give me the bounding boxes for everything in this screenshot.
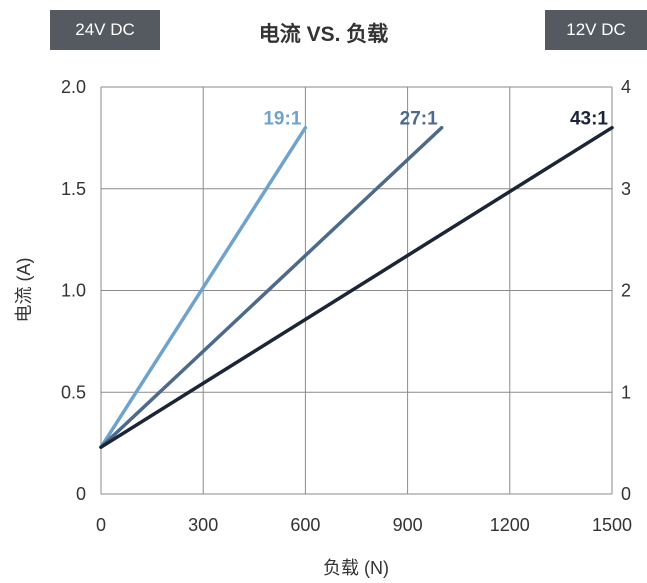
y2-tick-label: 0 xyxy=(621,484,631,504)
y2-tick-label: 4 xyxy=(621,77,631,97)
x-tick-label: 1200 xyxy=(490,515,530,535)
y-tick-label: 1.0 xyxy=(61,281,86,301)
chart-grid xyxy=(100,86,613,495)
y2-tick-label: 2 xyxy=(621,281,631,301)
series-label-27-1: 27:1 xyxy=(400,109,438,130)
voltage-badge-12v: 12V DC xyxy=(545,10,647,50)
series-line-19-1 xyxy=(99,125,308,449)
y2-tick-label: 1 xyxy=(621,382,631,402)
chart-title: 电流 VS. 负载 xyxy=(258,23,389,46)
x-axis-label: 负载 (N) xyxy=(323,558,389,578)
x-tick-label: 900 xyxy=(393,515,423,535)
x-tick-label: 0 xyxy=(96,515,106,535)
x-tick-label: 1500 xyxy=(592,515,632,535)
series-line-27-1 xyxy=(99,125,444,449)
series-label-43-1: 43:1 xyxy=(570,109,608,130)
x-tick-label: 600 xyxy=(290,515,320,535)
series-label-19-1: 19:1 xyxy=(263,109,301,130)
series-line-43-1 xyxy=(99,125,614,449)
y-tick-label: 2.0 xyxy=(61,77,86,97)
series-lines xyxy=(99,125,614,449)
series-labels: 19:1 27:1 43:1 xyxy=(263,109,608,130)
x-tick-label: 300 xyxy=(188,515,218,535)
y-tick-label: 1.5 xyxy=(61,179,86,199)
tick-labels: 0 300 600 900 1200 1500 0 0.5 1.0 1.5 2.0 0 1 2 3 4 xyxy=(61,77,632,535)
y-axis-label: 电流 (A) xyxy=(14,258,34,323)
y-tick-label: 0 xyxy=(76,484,86,504)
y2-tick-label: 3 xyxy=(621,179,631,199)
y-tick-label: 0.5 xyxy=(61,382,86,402)
voltage-badge-24v: 24V DC xyxy=(50,10,160,50)
